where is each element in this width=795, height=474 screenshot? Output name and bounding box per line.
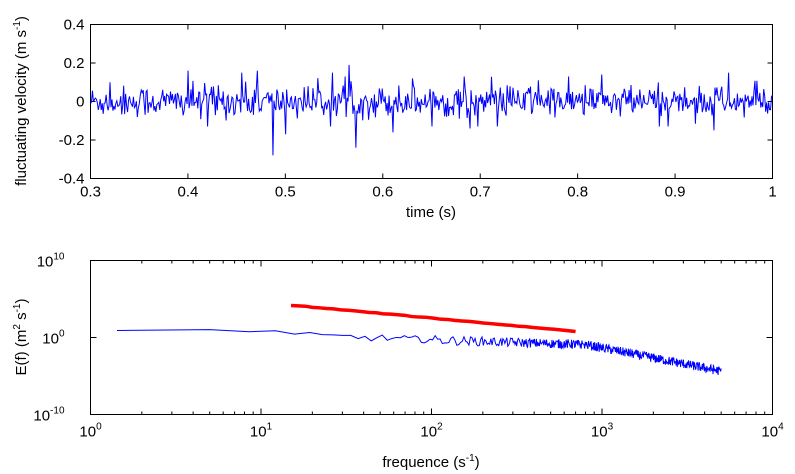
velocity-time-plot: 0.3 0.4 0.5 0.6 0.7 0.8 0.9 1 -0.4 -0.2 0 0.2 0.4 t… [12, 16, 777, 221]
top-y-tick-label: -0.2 [59, 132, 85, 149]
top-y-ticks: -0.4 -0.2 0 0.2 0.4 [59, 17, 773, 188]
spectrum-series-line [116, 329, 722, 375]
top-y-tick-label: -0.4 [59, 171, 85, 188]
top-x-axis-label: time (s) [406, 204, 456, 221]
top-x-tick-label: 0.3 [80, 184, 101, 201]
top-x-tick-label: 0.7 [470, 184, 491, 201]
bottom-y-tick-label: 10-10 [33, 406, 65, 425]
top-x-tick-label: 0.4 [177, 184, 198, 201]
bottom-x-tick-label: 100 [79, 422, 102, 441]
bottom-y-axis-label: E(f) (m2 s-1) [12, 299, 30, 376]
spectrum-plot: 100 101 102 103 104 10-10 100 1010 frequence (… [12, 252, 784, 472]
bottom-y-tick-label: 1010 [37, 252, 65, 271]
bottom-y-tick-label: 100 [42, 329, 65, 348]
power-law-fit-line [290, 303, 576, 334]
bottom-axes-box [90, 260, 773, 415]
top-x-tick-label: 0.6 [372, 184, 393, 201]
bottom-x-tick-label: 101 [250, 422, 273, 441]
top-y-tick-label: 0 [76, 94, 84, 111]
velocity-series-line [90, 64, 773, 156]
top-x-tick-label: 0.8 [567, 184, 588, 201]
top-axes-box [90, 24, 773, 179]
bottom-x-axis-label: frequence (s-1) [382, 453, 479, 471]
top-x-ticks: 0.3 0.4 0.5 0.6 0.7 0.8 0.9 1 [80, 24, 777, 201]
bottom-x-tick-label: 103 [591, 422, 614, 441]
bottom-x-ticks: 100 101 102 103 104 [79, 260, 784, 441]
top-y-tick-label: 0.4 [64, 17, 85, 34]
top-x-tick-label: 1 [768, 184, 776, 201]
top-y-tick-label: 0.2 [64, 55, 85, 72]
bottom-x-tick-label: 104 [761, 422, 784, 441]
bottom-x-tick-label: 102 [420, 422, 443, 441]
bottom-y-ticks: 10-10 100 1010 [33, 252, 773, 425]
top-x-tick-label: 0.9 [665, 184, 686, 201]
top-y-axis-label: fluctuating velocity (m s-1) [12, 16, 30, 186]
top-x-tick-label: 0.5 [275, 184, 296, 201]
